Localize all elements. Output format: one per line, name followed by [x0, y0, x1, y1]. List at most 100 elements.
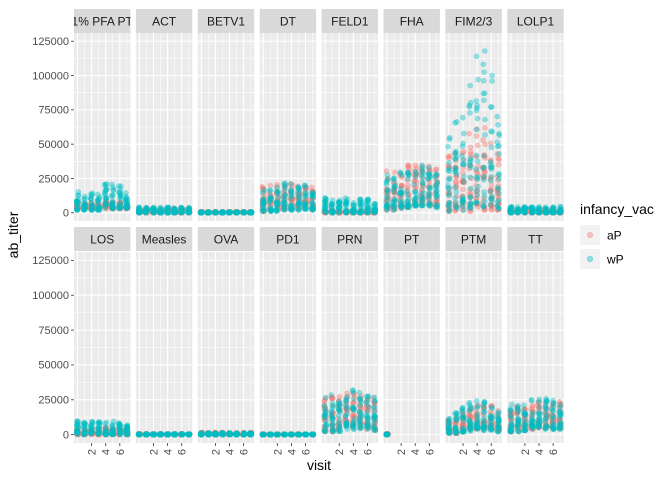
data-point-wP	[356, 200, 363, 207]
data-point-aP	[199, 209, 206, 216]
data-point-wP	[322, 204, 329, 210]
data-point-aP	[102, 201, 109, 208]
data-point-wP	[225, 209, 232, 216]
data-point-wP	[122, 197, 129, 203]
data-point-aP	[225, 208, 232, 215]
data-point-aP	[268, 196, 274, 203]
data-point-aP	[233, 208, 239, 215]
data-point-wP	[351, 206, 357, 212]
data-point-wP	[226, 209, 232, 216]
data-point-wP	[337, 408, 343, 415]
data-point-wP	[542, 405, 549, 412]
data-point-aP	[212, 209, 218, 216]
data-point-wP	[281, 203, 288, 209]
data-point-wP	[521, 205, 527, 212]
data-point-wP	[365, 204, 372, 211]
data-point-wP	[280, 205, 287, 212]
data-point-wP	[178, 205, 185, 212]
data-point-aP	[109, 205, 115, 212]
data-point-wP	[397, 186, 404, 192]
data-point-wP	[404, 169, 411, 176]
data-point-wP	[171, 206, 178, 213]
data-point-wP	[164, 209, 170, 216]
data-point-aP	[337, 209, 343, 216]
data-point-aP	[371, 209, 378, 215]
data-point-wP	[212, 209, 219, 216]
data-point-wP	[205, 209, 212, 216]
data-point-aP	[328, 209, 335, 216]
data-point-wP	[75, 204, 82, 211]
data-point-wP	[336, 205, 342, 211]
data-point-aP	[117, 200, 124, 206]
data-point-wP	[88, 199, 95, 206]
data-point-aP	[295, 194, 302, 201]
data-point-wP	[296, 187, 302, 193]
data-point-wP	[220, 209, 226, 216]
data-point-aP	[149, 208, 156, 215]
data-point-aP	[383, 168, 390, 174]
data-point-wP	[452, 203, 459, 210]
data-point-wP	[205, 209, 212, 215]
data-point-wP	[328, 201, 335, 207]
data-point-wP	[81, 206, 88, 213]
data-point-aP	[95, 205, 102, 212]
data-point-aP	[75, 205, 81, 212]
data-point-wP	[390, 202, 396, 209]
data-point-aP	[335, 209, 342, 216]
data-point-aP	[281, 203, 287, 210]
data-point-wP	[302, 192, 308, 199]
data-point-aP	[364, 209, 371, 216]
data-point-wP	[365, 209, 372, 216]
x-tick-label: 4	[286, 449, 298, 455]
data-point-aP	[75, 204, 81, 211]
data-point-aP	[137, 207, 143, 213]
data-point-wP	[427, 203, 433, 209]
facet-label: 1% PFA PT	[72, 15, 134, 29]
data-point-wP	[392, 181, 398, 188]
data-point-wP	[445, 192, 452, 199]
data-point-aP	[89, 203, 96, 210]
data-point-aP	[117, 199, 123, 206]
data-point-aP	[117, 205, 124, 212]
data-point-aP	[398, 205, 405, 212]
data-point-aP	[356, 209, 363, 216]
data-point-wP	[350, 209, 357, 216]
facet-label: FIM2/3	[455, 15, 493, 29]
data-point-aP	[343, 209, 350, 216]
data-point-aP	[75, 205, 82, 212]
data-point-wP	[157, 208, 164, 215]
data-point-aP	[103, 200, 110, 207]
data-point-wP	[536, 410, 543, 417]
data-point-wP	[453, 189, 460, 195]
data-point-aP	[150, 209, 156, 215]
data-point-wP	[459, 114, 466, 121]
data-point-wP	[309, 193, 316, 200]
panel-points	[383, 162, 440, 213]
data-point-aP	[426, 192, 432, 199]
data-point-wP	[268, 206, 274, 213]
data-point-wP	[268, 207, 275, 214]
data-point-aP	[234, 209, 241, 216]
data-point-aP	[391, 203, 397, 210]
data-point-aP	[103, 199, 110, 205]
data-point-aP	[397, 191, 404, 198]
data-point-wP	[475, 426, 481, 432]
data-point-wP	[171, 209, 177, 216]
data-point-wP	[542, 426, 549, 432]
data-point-wP	[116, 203, 123, 209]
data-point-wP	[357, 196, 364, 203]
data-point-aP	[328, 208, 335, 215]
data-point-aP	[178, 206, 184, 212]
data-point-wP	[357, 199, 364, 206]
data-point-wP	[274, 208, 280, 214]
data-point-wP	[186, 205, 193, 212]
data-point-wP	[233, 209, 239, 216]
data-point-aP	[404, 187, 411, 194]
data-point-aP	[328, 208, 335, 214]
data-point-aP	[413, 172, 419, 179]
data-point-wP	[282, 201, 289, 208]
data-point-wP	[323, 198, 329, 204]
data-point-aP	[248, 209, 255, 216]
data-point-aP	[294, 205, 301, 212]
data-point-wP	[213, 209, 219, 216]
